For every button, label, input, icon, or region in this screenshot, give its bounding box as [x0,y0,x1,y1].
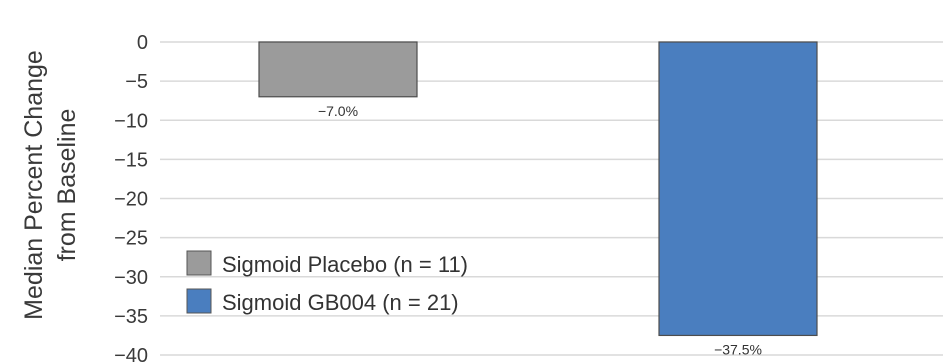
y-axis-title: Median Percent Change from Baseline [20,50,81,320]
y-axis-ticks: 0 −5 −10 −15 −20 −25 −30 −35 −40 [114,32,148,364]
bars [258,41,818,337]
y-axis-title-line-2: from Baseline [53,109,81,262]
y-tick-label: −15 [114,149,148,171]
legend-swatch-gb004 [186,288,212,314]
legend-label-placebo: Sigmoid Placebo (n = 11) [222,252,468,277]
bar-sigmoid-placebo [258,41,418,98]
bar-sigmoid-gb004 [658,41,818,337]
y-tick-label: −30 [114,267,148,289]
y-tick-label: −25 [114,228,148,250]
y-tick-label: −5 [125,71,148,93]
legend-swatch-placebo [186,250,212,276]
legend-label-gb004: Sigmoid GB004 (n = 21) [222,290,459,315]
data-label-placebo: −7.0% [318,103,358,119]
data-labels: −7.0% −37.5% [318,103,762,358]
y-tick-label: −40 [114,345,148,364]
y-tick-label: −35 [114,306,148,328]
y-tick-label: 0 [137,32,148,54]
y-axis-title-line-1: Median Percent Change [20,50,48,320]
legend: Sigmoid Placebo (n = 11) Sigmoid GB004 (… [186,250,468,315]
y-tick-label: −20 [114,189,148,211]
y-tick-label: −10 [114,110,148,132]
data-label-gb004: −37.5% [714,341,762,357]
